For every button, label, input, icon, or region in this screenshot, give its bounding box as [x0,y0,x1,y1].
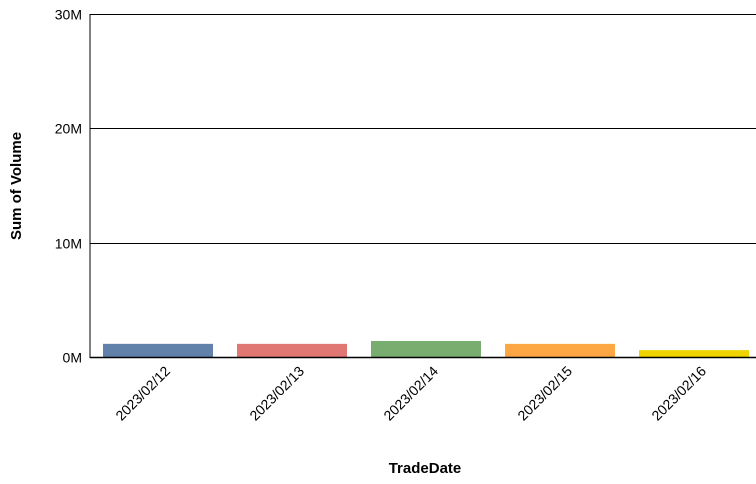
bar-2023-02-16 [639,350,749,357]
bar-2023-02-14 [371,340,481,357]
x-tick-label: 2023/02/12 [112,363,173,424]
x-tick-label: 2023/02/14 [380,363,441,424]
bar-2023-02-12 [103,343,213,357]
y-axis-title: Sum of Volume [8,132,25,240]
bars [103,340,749,357]
y-tick-label: 30M [55,7,82,23]
x-tick-labels: 2023/02/12 2023/02/13 2023/02/14 2023/02/15… [112,363,709,424]
x-tick-label: 2023/02/13 [246,363,307,424]
bar-2023-02-15 [505,343,615,357]
x-tick-label: 2023/02/16 [648,363,709,424]
x-tick-label: 2023/02/15 [514,363,575,424]
x-axis-title: TradeDate [389,460,462,477]
y-tick-labels: 0M 10M 20M 30M [55,7,82,366]
grid-lines [90,14,756,244]
y-tick-label: 10M [55,236,82,252]
y-tick-label: 0M [63,350,82,366]
y-tick-label: 20M [55,121,82,137]
bar-2023-02-13 [237,343,347,357]
